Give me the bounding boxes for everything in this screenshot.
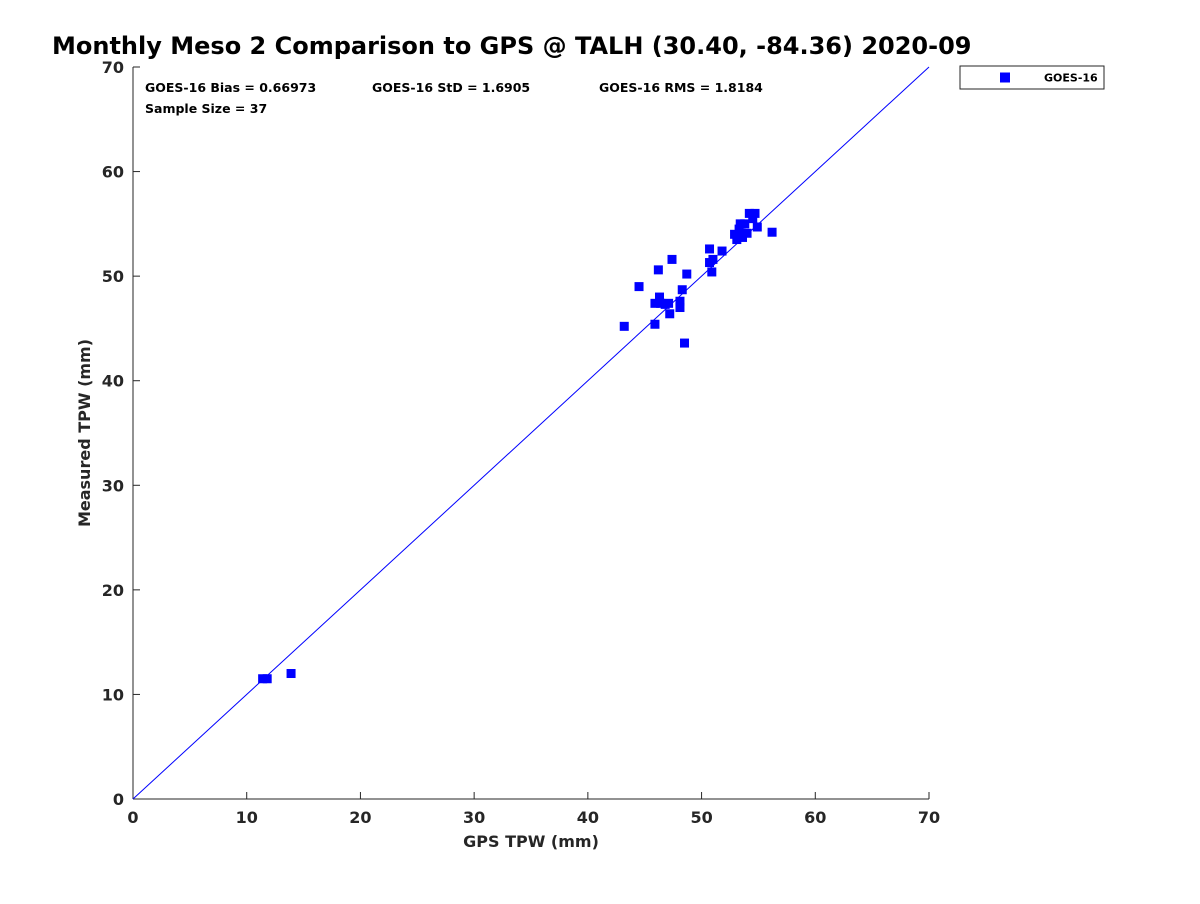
x-ticks: 0 10 20 30 40 50 60 70 <box>127 792 940 827</box>
stat-rms: GOES-16 RMS = 1.8184 <box>599 80 763 95</box>
x-tick-label: 30 <box>463 808 485 827</box>
stats-annotations: GOES-16 Bias = 0.66973 GOES-16 StD = 1.6… <box>145 80 763 116</box>
x-tick-label: 60 <box>804 808 826 827</box>
data-point <box>744 208 754 218</box>
data-points <box>258 208 777 684</box>
y-axis-label: Measured TPW (mm) <box>75 339 94 527</box>
data-point <box>650 298 660 308</box>
y-tick-label: 70 <box>102 58 124 77</box>
legend[interactable]: GOES-16 <box>959 65 1105 90</box>
x-axis-label: GPS TPW (mm) <box>463 832 599 851</box>
data-point <box>750 208 760 218</box>
y-tick-label: 40 <box>102 372 124 391</box>
data-point <box>732 235 742 245</box>
y-tick-label: 20 <box>102 581 124 600</box>
y-tick-label: 10 <box>102 685 124 704</box>
data-point <box>730 229 740 239</box>
data-point <box>677 285 687 295</box>
data-point <box>656 298 666 308</box>
data-point <box>619 321 629 331</box>
x-tick-label: 70 <box>918 808 940 827</box>
x-tick-label: 0 <box>127 808 138 827</box>
data-point <box>258 674 268 684</box>
data-point <box>705 244 715 254</box>
x-tick-label: 50 <box>690 808 712 827</box>
y-tick-label: 50 <box>102 267 124 286</box>
data-point <box>738 232 748 242</box>
data-point <box>682 269 692 279</box>
data-point <box>707 267 717 277</box>
data-point <box>650 319 660 329</box>
data-point <box>262 674 272 684</box>
data-point <box>675 303 685 313</box>
x-tick-label: 20 <box>349 808 371 827</box>
data-point <box>740 219 750 229</box>
y-tick-label: 0 <box>113 790 124 809</box>
data-point <box>708 254 718 264</box>
data-point <box>665 309 675 319</box>
data-point <box>667 254 677 264</box>
legend-label: GOES-16 <box>1044 72 1098 85</box>
data-point <box>735 219 745 229</box>
data-point <box>664 298 674 308</box>
stat-bias: GOES-16 Bias = 0.66973 <box>145 80 316 95</box>
data-point <box>634 282 644 292</box>
data-point <box>653 265 663 275</box>
y-tick-label: 60 <box>102 163 124 182</box>
data-point <box>717 246 727 256</box>
legend-box <box>959 65 1105 90</box>
data-point <box>767 227 777 237</box>
chart-title: Monthly Meso 2 Comparison to GPS @ TALH … <box>52 32 971 60</box>
data-point <box>752 222 762 232</box>
stat-std: GOES-16 StD = 1.6905 <box>372 80 530 95</box>
data-point <box>675 296 685 306</box>
data-point <box>748 214 758 224</box>
data-point <box>286 669 296 679</box>
y-tick-label: 30 <box>102 476 124 495</box>
x-tick-label: 10 <box>236 808 258 827</box>
data-point <box>680 338 690 348</box>
stat-sample-size: Sample Size = 37 <box>145 101 267 116</box>
legend-marker-square-icon <box>1000 72 1010 83</box>
x-tick-label: 40 <box>577 808 599 827</box>
y-ticks: 0 10 20 30 40 50 60 70 <box>102 58 140 809</box>
data-point <box>654 292 664 302</box>
data-point <box>742 228 752 238</box>
